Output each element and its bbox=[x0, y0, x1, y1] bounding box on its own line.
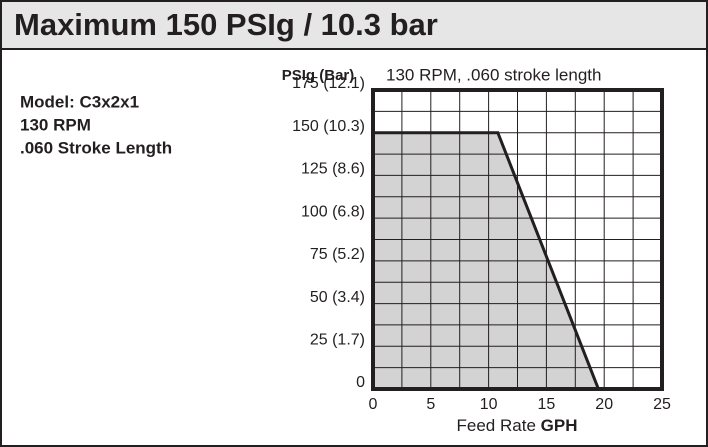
x-axis-label-text: Feed Rate bbox=[457, 416, 536, 435]
x-tick-label: 0 bbox=[369, 396, 378, 413]
x-axis-unit: GPH bbox=[541, 416, 578, 435]
note: Model: C3x2x1 bbox=[20, 92, 139, 111]
note: .060 Stroke Length bbox=[20, 138, 172, 157]
y-tick-label: 25 (1.7) bbox=[310, 332, 365, 349]
y-tick-label: 0 bbox=[356, 374, 365, 391]
y-tick-label: 150 (10.3) bbox=[292, 118, 365, 135]
chart-title: Maximum 150 PSIg / 10.3 bar bbox=[14, 7, 438, 42]
line bbox=[373, 131, 600, 390]
note: 130 RPM bbox=[20, 115, 91, 134]
x-axis-label: Feed Rate GPH bbox=[457, 416, 578, 435]
y-axis-label: PSIg (Bar) bbox=[282, 67, 355, 84]
x-tick-label: 5 bbox=[426, 396, 435, 413]
y-tick-label: 75 (5.2) bbox=[310, 246, 365, 263]
y-tick-label: 100 (6.8) bbox=[301, 203, 365, 220]
y-tick-label: 125 (8.6) bbox=[301, 161, 365, 178]
x-tick-label: 10 bbox=[480, 396, 498, 413]
y-tick-label: 175 (12.1) bbox=[292, 75, 365, 92]
x-tick-label: 15 bbox=[538, 396, 556, 413]
x-tick-label: 25 bbox=[653, 396, 671, 413]
x-tick-label: 20 bbox=[595, 396, 613, 413]
subtitle: 130 RPM, .060 stroke length bbox=[386, 65, 601, 84]
header bbox=[0, 0, 708, 50]
plot-frame bbox=[371, 88, 664, 391]
y-tick-label: 50 (3.4) bbox=[310, 289, 365, 306]
